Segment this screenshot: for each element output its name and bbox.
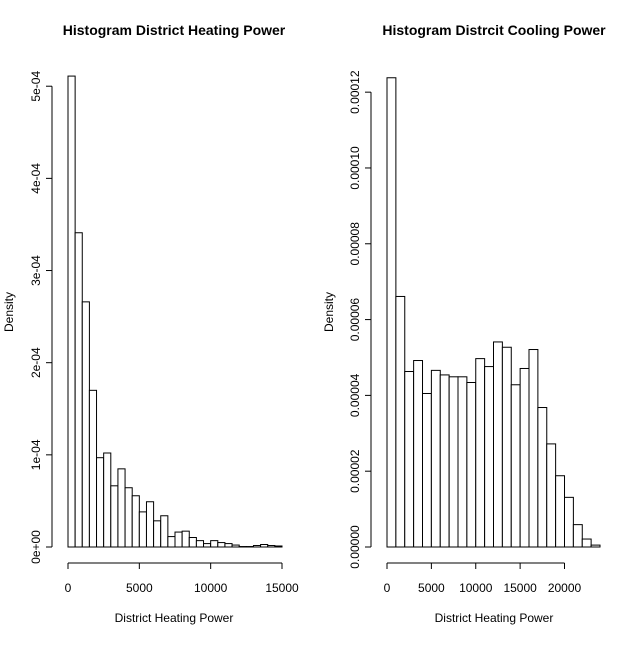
- heating-y-tick-label-5: 5e-04: [29, 71, 43, 102]
- heating-y-tick-label-4: 4e-04: [29, 163, 43, 194]
- cooling-y-axis-label: Density: [322, 292, 336, 332]
- heating-bar-17: [189, 538, 196, 547]
- cooling-x-tick-label-0: 0: [384, 581, 391, 595]
- cooling-bar-20: [565, 497, 574, 547]
- heating-bar-9: [132, 496, 139, 547]
- cooling-bar-7: [449, 377, 458, 547]
- cooling-bar-17: [538, 408, 547, 547]
- heating-x-tick-label-3: 15000: [265, 581, 299, 595]
- cooling-bar-13: [502, 347, 511, 547]
- heating-bar-8: [125, 488, 132, 547]
- cooling-bar-6: [440, 375, 449, 547]
- heating-y-axis-label: Density: [2, 292, 16, 332]
- cooling-x-axis-label: District Heating Power: [435, 611, 554, 625]
- cooling-bar-4: [423, 393, 432, 547]
- cooling-bar-3: [414, 361, 423, 547]
- cooling-bar-11: [485, 367, 494, 547]
- heating-y-tick-label-0: 0e+00: [29, 530, 43, 564]
- heating-bar-12: [154, 521, 161, 547]
- cooling-x-tick-label-4: 20000: [548, 581, 582, 595]
- heating-x-tick-label-2: 10000: [194, 581, 228, 595]
- heating-bar-6: [111, 486, 118, 547]
- cooling-y-axis: 0.00000 0.00002 0.00004 0.00006 0.00008 0.000…: [348, 70, 371, 569]
- heating-bar-0: [68, 76, 75, 547]
- cooling-y-tick-label-6: 0.00012: [348, 70, 362, 114]
- heating-bar-14: [168, 537, 175, 547]
- heating-bar-13: [161, 516, 168, 547]
- cooling-bar-10: [476, 359, 485, 547]
- heating-bar-5: [104, 453, 111, 547]
- cooling-bar-12: [494, 342, 503, 547]
- cooling-chart-title: Histogram Distrcit Cooling Power: [382, 22, 606, 38]
- heating-bar-22: [225, 544, 232, 547]
- cooling-x-tick-label-3: 15000: [503, 581, 537, 595]
- heating-bars: [68, 76, 282, 547]
- cooling-bar-18: [547, 444, 556, 547]
- heating-bar-10: [139, 512, 146, 547]
- heating-y-tick-label-2: 2e-04: [29, 347, 43, 378]
- cooling-bar-5: [431, 370, 440, 547]
- cooling-bar-22: [582, 539, 591, 547]
- cooling-x-tick-label-2: 10000: [459, 581, 493, 595]
- heating-y-tick-label-3: 3e-04: [29, 255, 43, 286]
- cooling-bar-8: [458, 377, 467, 547]
- heating-x-axis-label: District Heating Power: [115, 611, 234, 625]
- heating-x-tick-label-1: 5000: [126, 581, 153, 595]
- heating-bar-7: [118, 469, 125, 547]
- cooling-y-tick-label-1: 0.00002: [348, 449, 362, 493]
- heating-bar-1: [75, 233, 82, 547]
- heating-bar-2: [82, 302, 89, 547]
- cooling-histogram-panel: Histogram Distrcit Cooling Power Distric…: [322, 22, 606, 625]
- heating-bar-11: [146, 502, 153, 547]
- cooling-bar-14: [511, 385, 520, 547]
- cooling-bar-2: [405, 372, 414, 547]
- cooling-y-tick-label-3: 0.00006: [348, 298, 362, 342]
- heating-bar-28: [268, 546, 275, 547]
- cooling-bar-9: [467, 383, 476, 548]
- cooling-bars: [387, 78, 600, 547]
- cooling-y-tick-label-2: 0.00004: [348, 373, 362, 417]
- cooling-x-axis: 0 5000 10000 15000 20000: [384, 563, 582, 595]
- heating-bar-3: [89, 390, 96, 547]
- heating-bar-21: [218, 543, 225, 547]
- heating-x-axis: 0 5000 10000 15000: [65, 563, 299, 595]
- cooling-bar-16: [529, 350, 538, 547]
- heating-x-tick-label-0: 0: [65, 581, 72, 595]
- cooling-bar-0: [387, 78, 396, 547]
- cooling-bar-15: [520, 368, 529, 547]
- cooling-bar-23: [591, 545, 600, 547]
- cooling-x-tick-label-1: 5000: [418, 581, 445, 595]
- heating-bar-16: [182, 531, 189, 547]
- cooling-bar-19: [556, 476, 565, 547]
- heating-chart-title: Histogram District Heating Power: [63, 22, 286, 38]
- cooling-y-tick-label-0: 0.00000: [348, 525, 362, 569]
- heating-bar-27: [261, 545, 268, 547]
- heating-bar-19: [204, 544, 211, 547]
- heating-bar-15: [175, 532, 182, 547]
- heating-bar-4: [97, 458, 104, 547]
- heating-bar-20: [211, 541, 218, 547]
- cooling-bar-1: [396, 296, 405, 547]
- heating-bar-26: [253, 546, 260, 547]
- heating-y-tick-label-1: 1e-04: [29, 439, 43, 470]
- cooling-y-tick-label-5: 0.00010: [348, 146, 362, 190]
- heating-histogram-panel: Histogram District Heating Power Distric…: [2, 22, 299, 625]
- cooling-y-tick-label-4: 0.00008: [348, 222, 362, 266]
- cooling-bar-21: [573, 525, 582, 547]
- heating-y-axis: 0e+00 1e-04 2e-04 3e-04 4e-04 5e-04: [29, 71, 52, 564]
- heating-bar-23: [232, 545, 239, 547]
- heating-bar-29: [275, 546, 282, 547]
- heating-bar-18: [196, 541, 203, 547]
